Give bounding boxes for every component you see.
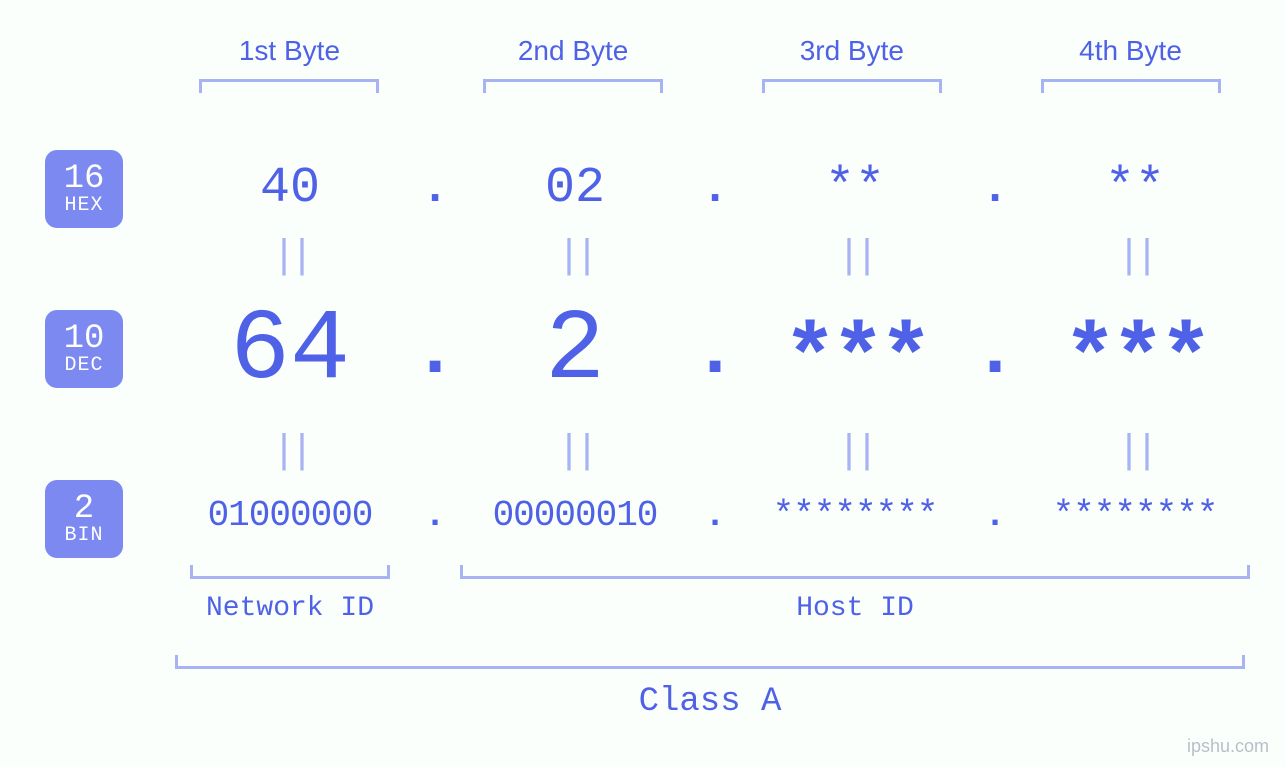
byte-header-2: 2nd Byte (459, 35, 688, 93)
separator-dot: . (970, 495, 1020, 536)
hex-byte-3: ** (740, 160, 970, 217)
bracket-top-icon (483, 79, 663, 93)
byte-label: 1st Byte (170, 35, 409, 67)
bracket-top-icon (762, 79, 942, 93)
byte-label: 2nd Byte (459, 35, 688, 67)
network-id-group: Network ID (170, 565, 410, 624)
separator-dot: . (410, 309, 460, 395)
host-id-group: Host ID (460, 565, 1250, 624)
equals-glyph: || (1020, 235, 1250, 280)
dec-byte-4: *** (1020, 315, 1250, 389)
equals-row: || || || || (170, 430, 1250, 475)
bracket-top-icon (199, 79, 379, 93)
bin-byte-2: 00000010 (460, 495, 690, 536)
separator-dot: . (690, 163, 740, 215)
separator-dot: . (970, 163, 1020, 215)
base-badge-dec: 10 DEC (45, 310, 123, 388)
equals-glyph: || (460, 235, 690, 280)
separator-dot: . (690, 495, 740, 536)
equals-glyph: || (1020, 430, 1250, 475)
base-text: BIN (45, 525, 123, 546)
separator-dot: . (410, 163, 460, 215)
hex-byte-2: 02 (460, 160, 690, 217)
bracket-bottom-icon (175, 655, 1245, 669)
dec-byte-3: *** (740, 315, 970, 389)
byte-label: 3rd Byte (737, 35, 966, 67)
base-text: DEC (45, 355, 123, 376)
network-id-label: Network ID (170, 593, 410, 624)
dec-byte-1: 64 (170, 295, 410, 408)
bracket-bottom-icon (460, 565, 1250, 579)
bin-row: 01000000 . 00000010 . ******** . *******… (170, 495, 1250, 536)
base-badge-hex: 16 HEX (45, 150, 123, 228)
base-number: 2 (45, 492, 123, 528)
bracket-top-icon (1041, 79, 1221, 93)
hex-byte-4: ** (1020, 160, 1250, 217)
class-label: Class A (170, 683, 1250, 721)
class-group: Class A (170, 655, 1250, 721)
separator-dot: . (690, 309, 740, 395)
equals-glyph: || (170, 430, 410, 475)
equals-row: || || || || (170, 235, 1250, 280)
bin-byte-3: ******** (740, 495, 970, 536)
base-text: HEX (45, 195, 123, 216)
host-id-label: Host ID (460, 593, 1250, 624)
byte-header-4: 4th Byte (1016, 35, 1245, 93)
dec-row: 64 . 2 . *** . *** (170, 295, 1250, 408)
base-number: 16 (45, 162, 123, 198)
separator-dot: . (970, 309, 1020, 395)
watermark-text: ipshu.com (1187, 736, 1269, 757)
bin-byte-1: 01000000 (170, 495, 410, 536)
bin-byte-4: ******** (1020, 495, 1250, 536)
separator-dot: . (410, 495, 460, 536)
byte-header-1: 1st Byte (170, 35, 409, 93)
byte-label: 4th Byte (1016, 35, 1245, 67)
id-brackets-row: Network ID Host ID (170, 565, 1250, 624)
equals-glyph: || (170, 235, 410, 280)
dec-byte-2: 2 (460, 295, 690, 408)
byte-header-3: 3rd Byte (737, 35, 966, 93)
bracket-bottom-icon (190, 565, 390, 579)
base-number: 10 (45, 322, 123, 358)
equals-glyph: || (740, 430, 970, 475)
byte-headers-row: 1st Byte 2nd Byte 3rd Byte 4th Byte (170, 35, 1245, 93)
hex-byte-1: 40 (170, 160, 410, 217)
diagram-container: 1st Byte 2nd Byte 3rd Byte 4th Byte 16 H… (45, 35, 1245, 93)
base-badge-bin: 2 BIN (45, 480, 123, 558)
equals-glyph: || (740, 235, 970, 280)
equals-glyph: || (460, 430, 690, 475)
hex-row: 40 . 02 . ** . ** (170, 160, 1250, 217)
